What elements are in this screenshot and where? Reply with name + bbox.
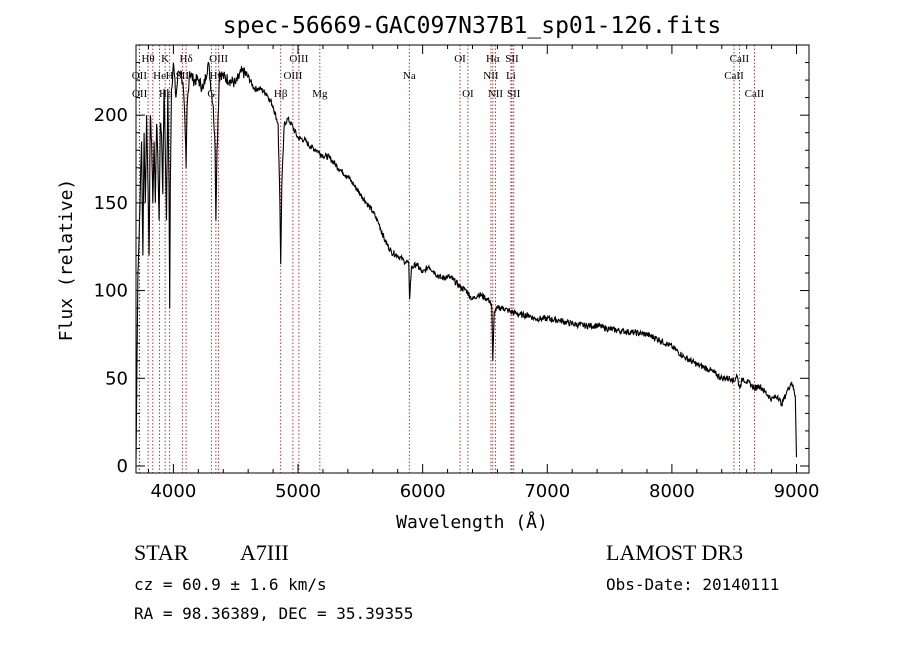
line-label-11: H (166, 70, 174, 82)
line-label-8: CaII (730, 53, 750, 65)
x-tick-label-4: 8000 (649, 481, 695, 502)
line-label-26: SII (507, 88, 521, 100)
line-label-2: Hδ (180, 53, 193, 65)
object-class: STAR (134, 540, 189, 565)
y-tick-label-0: 0 (117, 456, 128, 477)
x-tick-label-2: 6000 (400, 481, 446, 502)
x-tick-label-1: 5000 (275, 481, 321, 502)
line-label-3: OIII (209, 53, 228, 65)
line-label-1: K (161, 53, 169, 65)
line-label-4: OIII (289, 53, 308, 65)
line-label-25: NII (488, 88, 504, 100)
plot-frame (135, 44, 810, 474)
line-label-19: OII (132, 88, 148, 100)
line-label-7: SII (505, 53, 519, 65)
y-tick-label-2: 100 (94, 281, 128, 302)
object-subclass: A7III (240, 540, 289, 565)
line-label-0: Hθ (141, 53, 154, 65)
line-label-15: Na (403, 70, 416, 82)
x-axis-label: Wavelength (Å) (396, 511, 548, 533)
line-label-17: Li (506, 70, 516, 82)
coordinates: RA = 98.36389, DEC = 35.39355 (134, 604, 413, 623)
line-label-18: CaII (724, 70, 744, 82)
redshift-value: cz = 60.9 ± 1.6 km/s (134, 575, 327, 594)
x-tick-label-0: 4000 (150, 481, 196, 502)
x-tick-label-3: 7000 (524, 481, 570, 502)
emission-line-markers (138, 45, 755, 473)
survey-name: LAMOST DR3 (606, 540, 743, 565)
y-tick-label-3: 150 (94, 193, 128, 214)
chart-title: spec-56669-GAC097N37B1_sp01-126.fits (223, 13, 722, 39)
line-label-27: CaII (745, 88, 765, 100)
y-tick-label-4: 200 (94, 105, 128, 126)
line-label-22: Hβ (274, 88, 288, 100)
y-tick-label-1: 50 (105, 368, 128, 389)
observation-date: Obs-Date: 20140111 (606, 575, 779, 594)
line-label-23: Mg (312, 88, 328, 100)
line-label-20: Hε (159, 88, 172, 100)
line-label-16: NII (483, 70, 499, 82)
line-label-5: OI (454, 53, 466, 65)
y-axis-label: Flux (relative) (56, 179, 77, 342)
line-label-14: OIII (283, 70, 302, 82)
line-label-6: Hα (486, 53, 500, 65)
axis-ticks: 4000 5000 6000 7000 8000 9000 0 50 100 150 200 (94, 45, 820, 502)
line-label-24: OI (462, 88, 474, 100)
x-tick-label-5: 9000 (774, 481, 820, 502)
spectrum-line (135, 61, 798, 463)
line-label-10: He (153, 70, 166, 82)
